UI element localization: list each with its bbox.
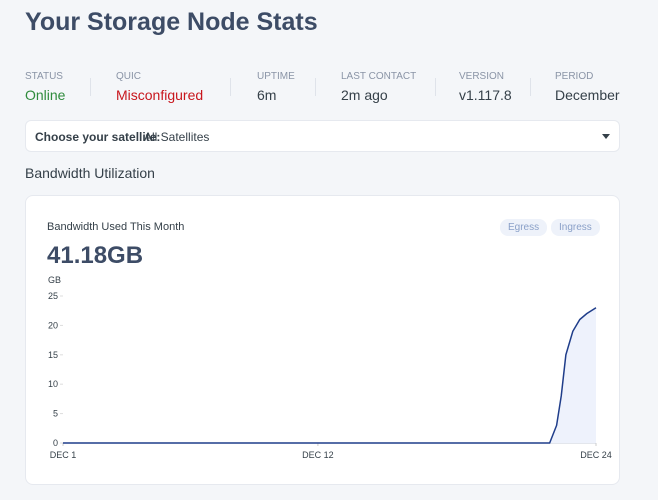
y-axis-label: GB <box>48 275 61 285</box>
chart: GB 0 5 10 15 20 25 DEC 1 DEC 12 DEC 24 <box>48 275 612 460</box>
area-fill <box>63 307 596 443</box>
x-tick-label: DEC 24 <box>580 450 612 460</box>
ingress-toggle[interactable]: Ingress <box>551 219 600 236</box>
y-tick-label: 10 <box>48 379 58 389</box>
page-title: Your Storage Node Stats <box>25 8 318 36</box>
select-value: All Satellites <box>144 130 210 144</box>
separator <box>90 78 91 96</box>
y-tick-label: 0 <box>53 438 58 448</box>
y-tick-label: 15 <box>48 350 58 360</box>
stat-value: December <box>555 87 620 103</box>
y-tick-label: 5 <box>53 409 58 419</box>
stat-value: Misconfigured <box>116 87 204 103</box>
card-title: Bandwidth Used This Month <box>47 221 185 233</box>
stat-label: LAST CONTACT <box>341 71 417 82</box>
stat-label: VERSION <box>459 71 505 82</box>
stat-value: 6m <box>257 87 277 103</box>
separator <box>315 78 316 96</box>
egress-toggle[interactable]: Egress <box>500 219 548 236</box>
stat-value: v1.117.8 <box>459 87 512 103</box>
separator <box>230 78 231 96</box>
x-tick-label: DEC 12 <box>302 450 334 460</box>
section-title: Bandwidth Utilization <box>25 165 155 181</box>
separator <box>530 78 531 96</box>
stat-label: UPTIME <box>257 71 295 82</box>
separator <box>435 78 436 96</box>
y-tick-label: 25 <box>48 291 58 301</box>
stat-value: 2m ago <box>341 87 388 103</box>
caret <box>602 134 610 139</box>
x-tick-label: DEC 1 <box>50 450 77 460</box>
stat-label: STATUS <box>25 71 63 82</box>
bandwidth-card: Bandwidth Used This Month 41.18GB Egress… <box>25 195 620 485</box>
line <box>63 307 597 444</box>
stat-label: PERIOD <box>555 71 594 82</box>
satellite-select[interactable]: Choose your satellite: All Satellites <box>25 120 620 152</box>
stat-label: QUIC <box>116 71 141 82</box>
stat-value: Online <box>25 87 66 103</box>
card-total: 41.18GB <box>47 242 144 269</box>
select-label: Choose your satellite: <box>35 130 161 144</box>
y-tick-label: 20 <box>48 320 58 330</box>
